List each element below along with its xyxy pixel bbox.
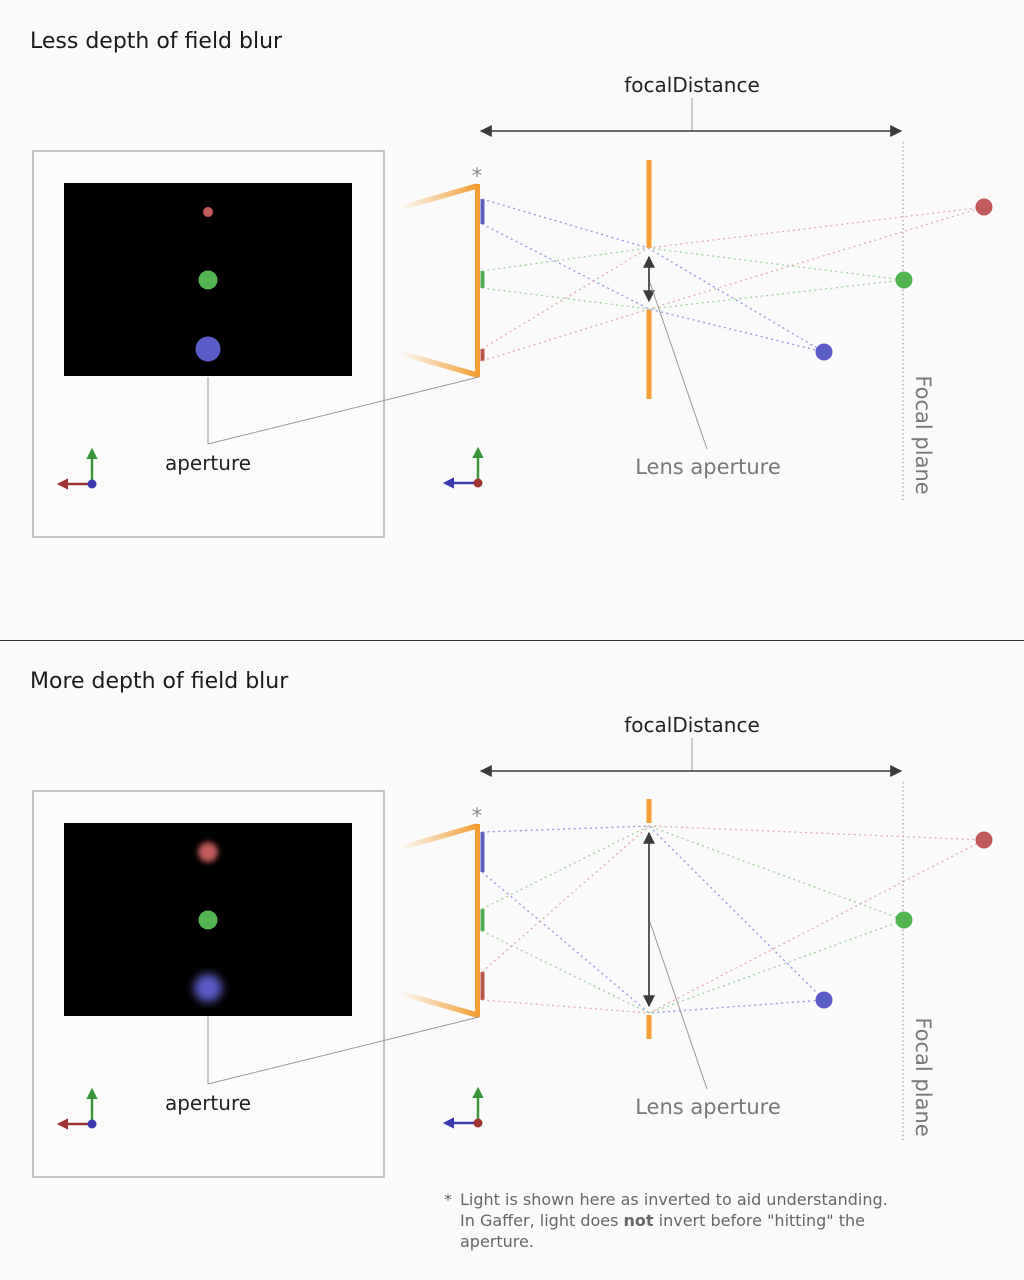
focal-distance-label: focalDistance xyxy=(624,73,760,97)
lens-aperture-leader xyxy=(649,921,708,1090)
footnote-line2-bold: not xyxy=(623,1211,654,1230)
film-wing-bottom xyxy=(399,990,478,1018)
focal-plane-label: Focal plane xyxy=(911,1017,935,1137)
lens-aperture-label: Lens aperture xyxy=(635,455,781,479)
object-red-dot xyxy=(975,198,993,216)
footnote-marker: * xyxy=(444,1190,452,1209)
film-blue-segment xyxy=(480,199,485,224)
object-green-dot xyxy=(895,271,913,289)
panel-divider xyxy=(0,640,1024,641)
image-green-dot xyxy=(198,910,218,930)
axis-gizmo-camera-view xyxy=(56,447,98,490)
ray-red-lower xyxy=(481,839,985,1014)
ray-green-lower xyxy=(481,279,905,310)
ray-green-upper xyxy=(481,247,905,281)
object-red-dot xyxy=(975,831,993,849)
footnote-line3: aperture. xyxy=(460,1232,534,1251)
film-wing-top xyxy=(399,823,478,851)
axis-z-blue-dot xyxy=(87,1119,97,1129)
object-green-dot xyxy=(895,911,913,929)
ray-green-upper xyxy=(481,825,905,921)
image-green-dot xyxy=(198,270,218,290)
lens-aperture-bar-bottom xyxy=(646,310,652,399)
film-green-segment xyxy=(480,271,485,288)
image-blue-dot-blurred xyxy=(194,974,222,1002)
film-wing-bottom xyxy=(399,350,478,378)
axis-gizmo-camera-view xyxy=(56,1087,98,1130)
lens-aperture-label: Lens aperture xyxy=(635,1095,781,1119)
inversion-marker: * xyxy=(471,804,483,828)
footnote-line2: In Gaffer, light does not invert before … xyxy=(460,1210,910,1231)
ray-green-lower xyxy=(481,919,905,1014)
film-green-segment xyxy=(480,909,485,931)
aperture-label: aperture xyxy=(164,1091,252,1115)
axis-x-darkred-dot xyxy=(473,478,483,488)
film-plane-bar xyxy=(475,824,480,1017)
film-blue-segment xyxy=(480,832,485,872)
film-plane-bar xyxy=(475,184,480,377)
object-blue-dot xyxy=(815,343,833,361)
ray-blue-upper xyxy=(481,825,825,1001)
lens-aperture-bar-bottom xyxy=(646,1015,652,1039)
ray-blue-lower xyxy=(481,871,825,1014)
lens-aperture-bar-top xyxy=(646,160,652,248)
image-red-dot-blurred xyxy=(198,842,218,862)
panel-title-more-blur: More depth of field blur xyxy=(30,669,289,694)
panel-less-blur xyxy=(32,98,993,538)
footnote: Light is shown here as inverted to aid u… xyxy=(460,1189,910,1252)
image-red-dot xyxy=(203,207,213,217)
film-wing-top xyxy=(399,183,478,211)
focal-plane-label: Focal plane xyxy=(911,375,935,495)
film-red-segment xyxy=(480,972,485,1000)
footnote-line2-pre: In Gaffer, light does xyxy=(460,1211,624,1230)
lens-aperture-leader xyxy=(649,282,708,450)
lens-aperture-bar-top xyxy=(646,799,652,823)
footnote-line2-post: invert before "hitting" the xyxy=(653,1211,865,1230)
footnote-line1: Light is shown here as inverted to aid u… xyxy=(460,1190,888,1209)
panel-more-blur xyxy=(32,738,993,1178)
panel-title-less-blur: Less depth of field blur xyxy=(30,29,283,54)
axis-x-darkred-dot xyxy=(473,1118,483,1128)
ray-blue-upper xyxy=(481,198,825,353)
axis-gizmo-side-view xyxy=(442,1086,484,1129)
film-red-segment xyxy=(480,349,485,361)
aperture-leader-line xyxy=(207,376,480,445)
inversion-marker: * xyxy=(471,164,483,188)
object-blue-dot xyxy=(815,991,833,1009)
focal-distance-label: focalDistance xyxy=(624,713,760,737)
axis-gizmo-side-view xyxy=(442,446,484,489)
axis-z-blue-dot xyxy=(87,479,97,489)
aperture-label: aperture xyxy=(164,451,252,475)
ray-red-upper xyxy=(481,825,985,973)
aperture-leader-line xyxy=(207,1016,480,1085)
ray-blue-lower xyxy=(481,223,825,353)
image-blue-dot xyxy=(195,336,221,362)
